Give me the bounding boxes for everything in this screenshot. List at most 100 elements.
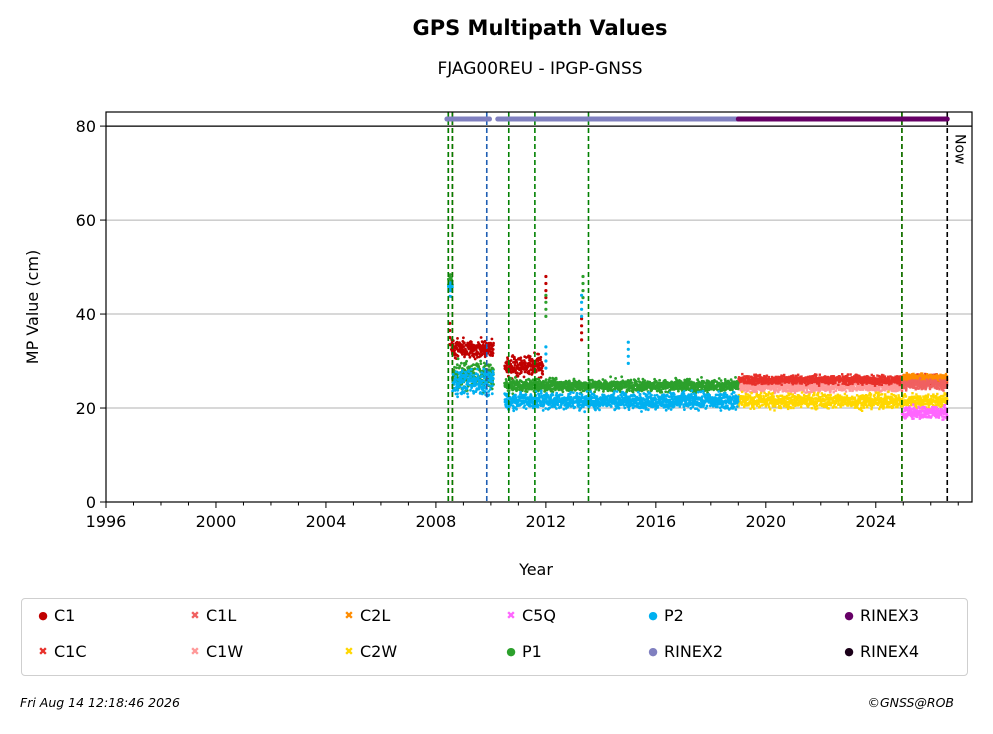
data-point-c2w [772,395,775,398]
data-point-c1w [848,389,852,392]
data-point-c1c [877,381,880,384]
data-point-c1w [808,387,812,391]
chart-subtitle: FJAG00REU - IPGP-GNSS [437,59,643,79]
data-point-p1 [628,389,631,392]
data-point-c1c [889,375,892,378]
data-point-c1 [527,372,531,376]
data-point-c1 [516,363,520,367]
data-point-c1w [861,388,864,391]
data-point-c2w [799,405,803,409]
data-point-c1c [855,373,858,377]
data-point-c1 [522,375,526,379]
data-point-c1w [754,387,757,390]
data-point-c1c [888,377,891,381]
data-point-c1c [741,372,744,376]
data-point-c1 [483,339,487,343]
data-point-c1w [809,391,812,394]
data-point-p1 [448,273,452,276]
data-point-c1c [791,381,794,384]
data-point-c1c [865,382,868,385]
data-point-c2w [789,392,792,396]
data-point-c1c [746,382,749,385]
data-point-c1 [505,364,509,367]
data-point-c1w [750,387,753,390]
data-point-c1c [752,383,756,386]
data-point-c1c [916,373,919,376]
data-point-c1l [905,386,908,390]
data-point-c1 [541,372,545,376]
data-point-c1c [814,375,818,378]
data-point-c1l [900,389,904,393]
data-point-c2l [908,373,911,377]
data-point-c1 [474,347,478,351]
data-point-c1c [795,381,799,384]
data-point-c1l [925,386,928,389]
data-point-c1l [934,380,938,383]
data-point-c2w [810,407,813,410]
data-point-p1 [521,389,524,392]
data-point-c1w [739,383,742,386]
data-point-c2l [920,375,923,378]
data-point-p1 [631,390,635,394]
data-point-c1c [858,374,861,378]
data-point-c1c [752,377,755,380]
data-point-p1 [472,363,475,366]
data-point-c1l [919,385,923,389]
data-point-c1w [755,390,758,394]
data-point-c1l [910,385,913,388]
data-point-c1c [830,375,833,378]
data-point-c1l [918,380,921,383]
data-point-c1l [905,388,908,391]
data-point-c1w [891,386,895,390]
data-point-c1 [526,365,530,369]
data-point-c1c [873,380,876,383]
data-point-c1c [800,382,803,385]
data-point-c1 [468,355,472,359]
data-point-c1c [815,373,818,376]
data-point-c1l [936,386,940,390]
data-point-c1 [491,351,495,355]
data-point-c2w [773,409,776,412]
data-point-c1 [523,370,527,374]
data-point-p1 [465,359,468,363]
data-point-c1c [841,373,844,376]
data-point-p1 [561,387,564,391]
data-point-c1w [759,387,762,390]
data-point-c1w [772,384,775,388]
data-point-c1c [867,379,870,383]
data-point-c1w [821,388,824,391]
data-point-c1c [867,381,870,384]
chart-title: GPS Multipath Values [412,16,668,40]
data-point-c1c [861,383,864,386]
data-point-c1c [823,376,826,379]
data-point-c2l [908,375,911,379]
data-point-c1c [802,381,805,384]
data-point-c1w [814,382,817,386]
data-point-p1 [479,359,482,363]
data-point-c1c [765,377,768,380]
data-point-c1c [790,379,793,382]
data-point-c1l [923,386,926,389]
data-point-c1 [512,366,516,370]
data-point-p1 [515,388,519,392]
data-point-c1w [802,388,805,391]
data-point-c1c [851,382,854,386]
data-point-c2l [911,375,915,378]
data-point-p1 [464,362,468,366]
data-point-c1c [890,381,893,384]
data-point-c2l [932,374,935,377]
data-point-p1 [648,380,652,384]
data-point-c1 [539,358,542,362]
data-point-p1 [582,389,586,393]
data-point-c1 [537,352,540,356]
data-point-c1w [746,384,750,387]
data-point-c1w [844,390,848,393]
data-point-c1 [515,361,519,364]
data-point-c1 [520,359,523,363]
data-point-c1w [867,386,871,390]
data-point-c1w [802,384,806,387]
data-point-c1c [755,377,758,381]
data-point-c1 [462,341,466,345]
data-point-c1c [849,373,852,376]
data-point-c1w [746,387,749,390]
